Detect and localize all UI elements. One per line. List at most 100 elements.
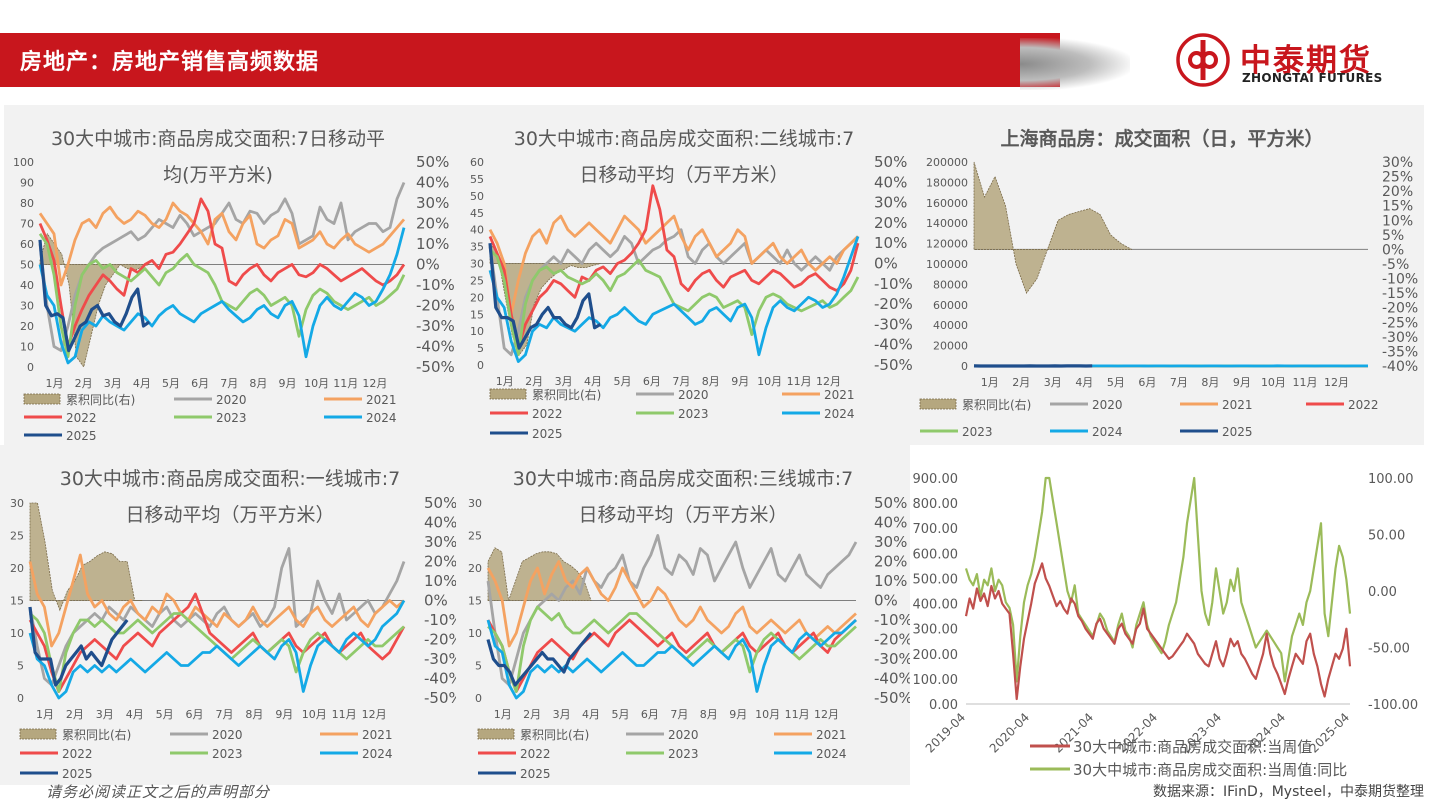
y2-tick-label: -30% [874,315,913,333]
x-tick-label: 2月 [75,377,93,390]
y-tick-label: 60000 [933,299,968,312]
y2-tick-label: -20% [424,631,456,649]
y2-tick-label: -50% [424,689,456,707]
chart-title-line: 30大中城市:商品房成交面积:二线城市:7 [514,128,854,150]
y2-tick-label: 40% [874,173,907,191]
y2-tick-label: -30% [1382,330,1418,346]
x-tick-label: 5月 [613,375,631,388]
x-tick-label: 4月 [584,375,602,388]
series-line-2020 [486,534,858,687]
y-tick-label: 45 [470,207,484,220]
y2-tick-label: -5% [1382,257,1409,273]
legend-label-2021: 2021 [1222,398,1253,412]
legend-label-2021: 2021 [362,728,393,742]
chart-title-line: 30大中城市:商品房成交面积:三线城市:7 [513,468,853,490]
y2-tick-label: 50% [416,153,449,171]
y2-tick-label: 0% [1382,242,1404,258]
x-tick-label: 10月 [304,377,329,390]
chart-title-line: 均(万平方米) [163,164,273,186]
y2-tick-label: 10% [874,234,907,252]
legend-label-2025: 2025 [1222,425,1253,439]
legend-label-2021: 2021 [816,728,847,742]
x-tick-label: 5月 [1107,376,1125,389]
x-tick-label: 10月 [757,375,782,388]
series-line-2020 [488,228,859,357]
y-tick-label: 90 [20,177,34,190]
x-tick-label: 8月 [702,375,720,388]
disclaimer-text: 请务必阅读正文之后的声明部分 [46,783,271,801]
x-tick-label: 5月 [162,377,180,390]
x-tick-label: 3月 [96,708,114,721]
series-line-2021 [38,201,406,287]
y-tick-label: 35 [470,241,484,254]
series-line-2025 [38,239,151,353]
chart-title-line: 日移动平均（万平方米） [125,504,334,526]
y-tick-label: 50 [470,190,484,203]
y-tick-label: 200.00 [913,648,959,663]
x-tick-label: 9月 [275,708,293,721]
y-tick-label: 800.00 [913,497,959,512]
y2-tick-label: -50.00 [1368,642,1410,657]
y2-tick-label: 10% [416,235,449,253]
chart-panel-30city-tier2: 30大中城市:商品房成交面积:二线城市:7 日移动平均（万平方米） 0 5 10 15 20… [460,105,916,445]
y-tick-label: 50 [20,259,34,272]
legend-label-2025: 2025 [66,429,97,443]
y-tick-label: 200000 [926,156,968,169]
legend-label-2024: 2024 [816,747,847,761]
x-tick-label: 9月 [731,375,749,388]
legend-label-2024: 2024 [366,411,397,425]
x-tick-label: 9月 [729,708,747,721]
y2-tick-label: 40% [416,174,449,192]
legend-label-累积同比(右): 累积同比(右) [532,387,601,402]
x-tick-label: 12月 [362,377,387,390]
y2-tick-label: 20% [424,553,456,571]
series-line-2021 [486,560,857,648]
y2-tick-label: -40% [1382,359,1418,375]
legend-label-2020: 2020 [212,728,243,742]
series-cumulative-yoy-area [29,502,143,612]
y2-tick-label: 30% [424,533,456,551]
series-line-2024 [38,227,406,365]
x-tick-label: 3月 [104,377,122,390]
y-tick-label: 700.00 [913,522,959,537]
y2-tick-label: -50% [874,356,913,374]
legend-label-2021: 2021 [366,393,397,407]
x-tick-label: 6月 [186,708,204,721]
y2-tick-label: -50% [416,358,455,376]
x-tick-label: 1月 [981,376,999,389]
legend-swatch-cumulative [23,393,61,405]
data-source-text: 数据来源：IFinD，Mysteel，中泰期货整理 [1153,784,1424,800]
legend-label-2020: 2020 [678,388,709,402]
y2-tick-label: -40% [416,338,455,356]
series-line-2025 [486,631,593,687]
x-tick-label: 11月 [785,708,810,721]
x-tick-label: 2020-04 [987,710,1032,755]
y-tick-label: 10 [470,325,484,338]
x-tick-label: 2月 [525,375,543,388]
legend-label-2025: 2025 [520,767,551,781]
y2-tick-label: -30% [874,650,910,668]
y2-tick-label: 0% [424,592,448,610]
y-tick-label: 0 [477,359,484,372]
x-tick-label: 1月 [46,377,64,390]
x-tick-label: 2025-04 [1307,710,1352,755]
x-tick-label: 12月 [816,375,841,388]
x-tick-label: 7月 [670,708,688,721]
legend-label-2024: 2024 [1092,425,1123,439]
chart-title-line: 日移动平均（万平方米） [578,504,787,526]
legend-label-weekly-0: 30大中城市:商品房成交面积:当周值 [1073,738,1312,756]
y-tick-label: 15 [468,595,482,608]
y-tick-label: 0 [475,692,482,705]
chart-title-line: 上海商品房：成交面积（日，平方米） [1000,127,1323,150]
legend-label-累积同比(右): 累积同比(右) [520,727,589,742]
y2-tick-label: -20% [1382,301,1418,317]
x-tick-label: 4月 [582,708,600,721]
x-tick-label: 4月 [1075,376,1093,389]
logo-name-en: ZHONGTAI FUTURES [1242,71,1383,85]
x-tick-label: 11月 [787,375,812,388]
legend-label-2024: 2024 [362,747,393,761]
series-line-2021 [488,214,859,316]
legend-label-2024: 2024 [824,407,855,421]
x-tick-label: 12月 [1324,376,1349,389]
series-line-2024 [488,235,860,363]
